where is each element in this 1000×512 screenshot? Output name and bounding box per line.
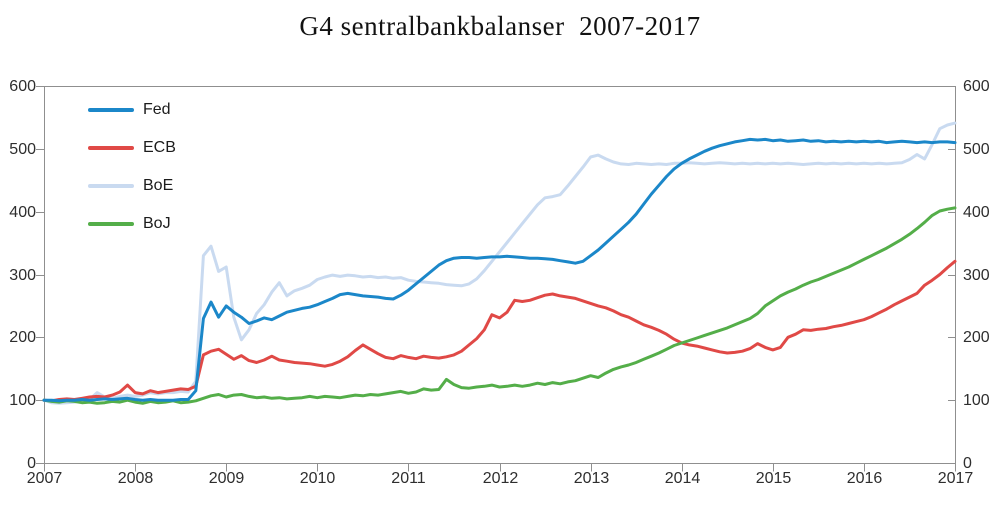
legend-label-boj: BoJ xyxy=(143,215,171,232)
legend-item-fed: Fed xyxy=(88,91,176,129)
y-axis-label-right: 400 xyxy=(963,203,990,221)
legend-label-fed: Fed xyxy=(143,101,171,118)
legend-label-boe: BoE xyxy=(143,177,174,194)
x-axis-label: 2009 xyxy=(208,470,245,487)
x-axis-label: 2017 xyxy=(937,470,974,487)
y-axis-label-left: 200 xyxy=(9,328,36,346)
x-axis-label: 2016 xyxy=(846,470,883,487)
y-axis-label-right: 0 xyxy=(963,454,972,472)
legend-item-ecb: ECB xyxy=(88,129,176,167)
y-axis-label-left: 300 xyxy=(9,266,36,284)
y-axis-label-right: 300 xyxy=(963,266,990,284)
series-line-fed xyxy=(42,137,957,403)
y-axis-label-right: 600 xyxy=(963,77,990,95)
x-axis-label: 2008 xyxy=(117,470,154,487)
y-axis-label-left: 400 xyxy=(9,203,36,221)
x-axis-label: 2013 xyxy=(573,470,610,487)
y-axis-label-right: 200 xyxy=(963,328,990,346)
x-axis-label: 2011 xyxy=(391,470,426,487)
y-axis-label-right: 500 xyxy=(963,140,990,158)
x-axis-label: 2014 xyxy=(664,470,701,487)
series-line-boe xyxy=(42,121,957,405)
chart-title: G4 sentralbankbalanser 2007-2017 xyxy=(299,11,701,41)
legend-swatch-ecb xyxy=(88,146,134,150)
legend-swatch-boe xyxy=(88,184,134,188)
legend-swatch-fed xyxy=(88,108,134,112)
y-axis-label-left: 100 xyxy=(9,391,36,409)
y-axis-label-left: 500 xyxy=(9,140,36,158)
legend-item-boe: BoE xyxy=(88,167,176,205)
legend-swatch-boj xyxy=(88,222,134,226)
plot-frame xyxy=(44,86,956,464)
legend-label-ecb: ECB xyxy=(143,139,176,156)
x-axis-label: 2015 xyxy=(755,470,792,487)
y-axis-label-left: 0 xyxy=(27,454,36,472)
x-axis-label: 2012 xyxy=(482,470,519,487)
y-axis-label-left: 600 xyxy=(9,77,36,95)
legend-item-boj: BoJ xyxy=(88,205,176,243)
y-axis-label-right: 100 xyxy=(963,391,990,409)
legend: Fed ECB BoE BoJ xyxy=(88,91,176,243)
series-line-boj xyxy=(42,206,957,405)
x-axis-label: 2010 xyxy=(299,470,336,487)
x-axis-label: 2007 xyxy=(26,470,63,487)
series-line-ecb xyxy=(42,259,957,403)
